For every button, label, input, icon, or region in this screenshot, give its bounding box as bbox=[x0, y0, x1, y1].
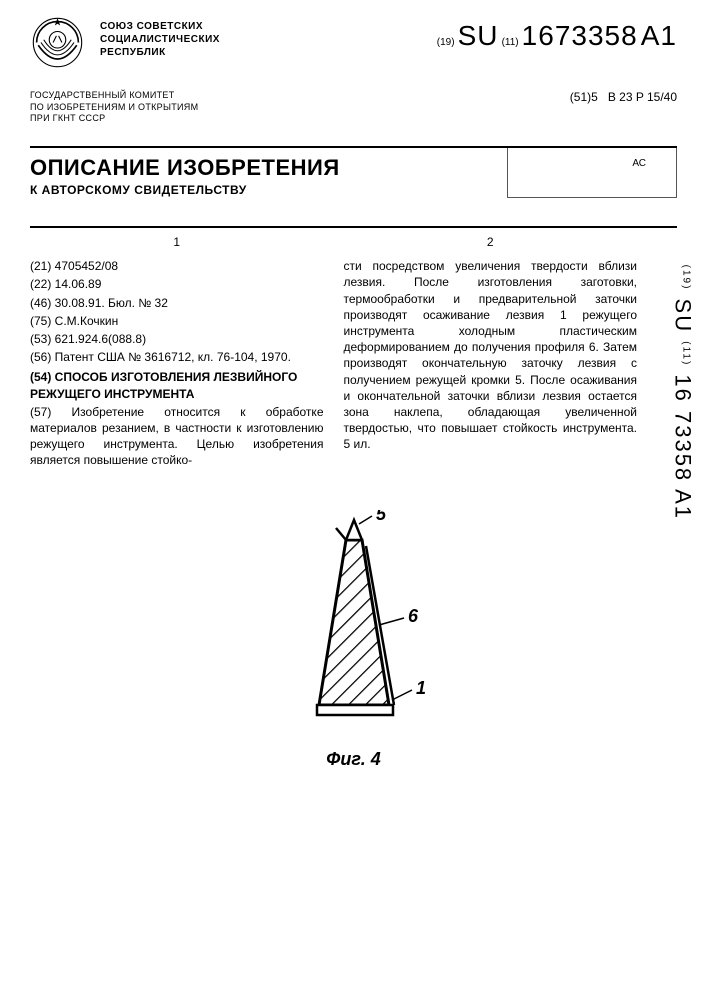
state-emblem-icon bbox=[30, 15, 85, 70]
committee-line1: ГОСУДАРСТВЕННЫЙ КОМИТЕТ bbox=[30, 90, 198, 102]
field-22: (22) 14.06.89 bbox=[30, 276, 324, 292]
column-2: 2 сти посредством увеличения твердости в… bbox=[344, 234, 638, 468]
side-country: SU bbox=[670, 299, 695, 334]
union-line2: СОЦИАЛИСТИЧЕСКИХ bbox=[100, 33, 220, 46]
divider bbox=[30, 226, 677, 228]
side-num: 16 73358 bbox=[670, 374, 695, 482]
field-57: (57) Изобретение относится к обработке м… bbox=[30, 404, 324, 469]
column-1: 1 (21) 4705452/08 (22) 14.06.89 (46) 30.… bbox=[30, 234, 324, 468]
field-75: (75) С.М.Кочкин bbox=[30, 313, 324, 329]
title-box-text: АС bbox=[632, 158, 646, 169]
document-number: (19) SU (11) 1673358 A1 bbox=[437, 20, 677, 52]
side-kind: A1 bbox=[670, 489, 695, 520]
doc-country: SU bbox=[458, 20, 499, 51]
figure-label-5: 5 bbox=[376, 510, 387, 524]
field-53: (53) 621.924.6(088.8) bbox=[30, 331, 324, 347]
union-line3: РЕСПУБЛИК bbox=[100, 46, 220, 59]
figure-label-1: 1 bbox=[416, 678, 426, 698]
committee-text: ГОСУДАРСТВЕННЫЙ КОМИТЕТ ПО ИЗОБРЕТЕНИЯМ … bbox=[30, 90, 198, 125]
field-46: (46) 30.08.91. Бюл. № 32 bbox=[30, 295, 324, 311]
page: СОЮЗ СОВЕТСКИХ СОЦИАЛИСТИЧЕСКИХ РЕСПУБЛИ… bbox=[0, 0, 707, 1000]
side-document-number: (19) SU (11) 16 73358 A1 bbox=[669, 265, 695, 520]
ipc-prefix: (51)5 bbox=[570, 90, 598, 104]
committee-line2: ПО ИЗОБРЕТЕНИЯМ И ОТКРЫТИЯМ bbox=[30, 102, 198, 114]
figure-4-svg: 5 6 1 bbox=[254, 510, 454, 740]
columns: 1 (21) 4705452/08 (22) 14.06.89 (46) 30.… bbox=[30, 234, 637, 468]
title-side-box: АС bbox=[507, 148, 677, 198]
union-line1: СОЮЗ СОВЕТСКИХ bbox=[100, 20, 220, 33]
abstract-continuation: сти посредством увеличения твердости вбл… bbox=[344, 258, 638, 452]
side-prefix: (19) bbox=[680, 265, 691, 291]
field-56: (56) Патент США № 3616712, кл. 76-104, 1… bbox=[30, 349, 324, 365]
figure: 5 6 1 Фиг. 4 bbox=[0, 510, 707, 770]
doc-kind: A1 bbox=[641, 20, 677, 51]
header: СОЮЗ СОВЕТСКИХ СОЦИАЛИСТИЧЕСКИХ РЕСПУБЛИ… bbox=[0, 0, 707, 30]
field-54: (54) СПОСОБ ИЗГОТОВЛЕНИЯ ЛЕЗВИЙНОГО РЕЖУ… bbox=[30, 369, 324, 401]
field-21: (21) 4705452/08 bbox=[30, 258, 324, 274]
doc-mid: (11) bbox=[502, 37, 519, 48]
committee-line3: ПРИ ГКНТ СССР bbox=[30, 113, 198, 125]
doc-prefix: (19) bbox=[437, 37, 455, 48]
column-number: 2 bbox=[344, 234, 638, 250]
figure-caption: Фиг. 4 bbox=[0, 749, 707, 770]
union-text: СОЮЗ СОВЕТСКИХ СОЦИАЛИСТИЧЕСКИХ РЕСПУБЛИ… bbox=[100, 20, 220, 59]
ipc-code: B 23 P 15/40 bbox=[608, 90, 677, 104]
column-number: 1 bbox=[30, 234, 324, 250]
figure-label-6: 6 bbox=[408, 606, 419, 626]
ipc-classification: (51)5 B 23 P 15/40 bbox=[570, 90, 677, 104]
doc-num: 1673358 bbox=[522, 20, 638, 51]
side-mid: (11) bbox=[680, 341, 691, 366]
